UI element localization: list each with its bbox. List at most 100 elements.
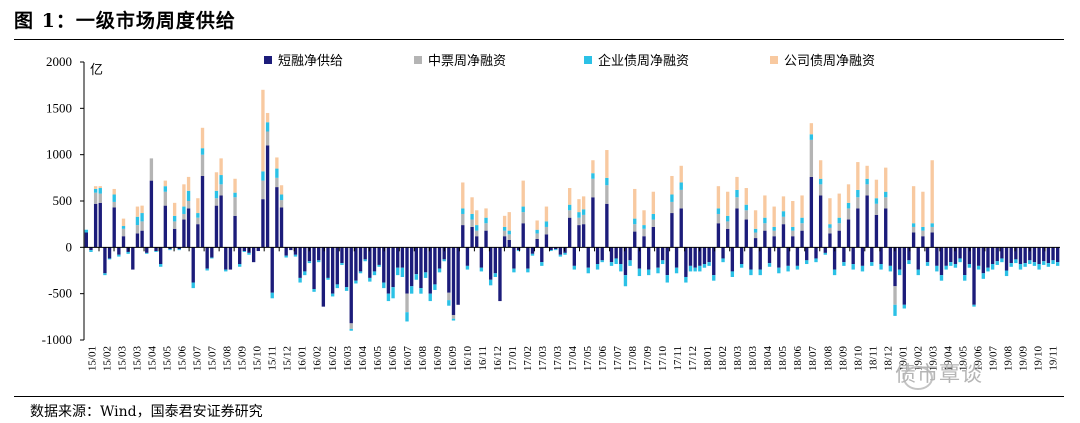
bar-short	[433, 247, 437, 285]
bar-short	[572, 247, 576, 266]
bar-corp	[1056, 262, 1060, 266]
bar-corp	[581, 209, 586, 215]
x-tick-label: 15/12	[282, 346, 294, 371]
bar-corp	[368, 277, 372, 282]
bar-corp	[1009, 263, 1013, 267]
bar-short	[89, 247, 93, 251]
bar-company	[163, 180, 168, 187]
bar-short	[326, 247, 330, 278]
bar-medium	[149, 158, 154, 181]
bar-company	[763, 195, 767, 218]
x-tick-label: 15/04	[147, 346, 159, 372]
bar-corp	[730, 271, 735, 277]
bar-company	[121, 218, 126, 227]
bar-corp	[409, 286, 414, 294]
bar-medium	[349, 323, 353, 329]
bar-short	[414, 247, 418, 275]
x-tick-label: 17/12	[687, 346, 699, 371]
bar-short	[84, 232, 88, 248]
bar-short	[93, 203, 98, 248]
bar-short	[767, 247, 772, 264]
x-tick-label: 15/02	[102, 346, 114, 371]
bar-company	[577, 199, 581, 213]
bar-corp	[516, 250, 521, 252]
bar-short	[563, 247, 567, 253]
bar-short	[298, 247, 302, 278]
bar-short	[591, 197, 595, 248]
bar-short	[507, 239, 511, 248]
bar-corp	[382, 282, 386, 289]
bar-company	[279, 185, 284, 195]
y-tick-label: -1000	[42, 332, 72, 347]
bar-short	[1056, 247, 1060, 263]
bar-corp	[159, 264, 163, 267]
x-tick-label: 18/02	[717, 346, 729, 371]
bar-corp	[554, 249, 558, 251]
x-tick-label: 18/04	[762, 346, 774, 372]
bar-short	[865, 195, 869, 248]
bar-short	[214, 205, 219, 248]
bar-corp	[135, 216, 140, 226]
bar-short	[168, 247, 172, 250]
bar-short	[777, 247, 781, 268]
x-tick-label: 18/12	[882, 346, 894, 371]
bar-short	[823, 247, 827, 253]
bar-company	[112, 188, 116, 195]
bar-short	[442, 247, 446, 260]
figure-title: 图 1：一级市场周度供给	[14, 10, 236, 32]
bar-corp	[679, 182, 683, 190]
bar-corp	[595, 264, 600, 270]
x-tick-label: 19/11	[1047, 346, 1059, 371]
bar-corp	[93, 188, 98, 193]
bar-corp	[238, 264, 242, 267]
bar-short	[554, 247, 558, 250]
bar-short	[586, 247, 590, 268]
bar-corp	[549, 250, 553, 252]
bar-corp	[303, 271, 307, 276]
bar-short	[103, 247, 107, 274]
bar-corp	[837, 217, 841, 224]
bar-short	[753, 238, 758, 248]
bar-corp	[1023, 263, 1027, 267]
bar-corp	[507, 230, 511, 235]
bar-corp	[172, 215, 177, 222]
bar-short	[493, 247, 497, 274]
bar-short	[121, 236, 126, 248]
bar-medium	[605, 185, 609, 204]
bar-corp	[224, 269, 228, 272]
x-tick-label: 15/07	[207, 346, 219, 372]
bar-corp	[823, 252, 827, 255]
x-tick-label: 17/11	[672, 346, 684, 371]
bar-corp	[196, 213, 200, 218]
bar-short	[261, 199, 265, 248]
bar-company	[475, 210, 479, 226]
bar-short	[382, 247, 386, 283]
bar-corp	[637, 268, 642, 277]
bar-corp	[628, 260, 632, 266]
bar-company	[502, 215, 507, 227]
bar-short	[1037, 247, 1041, 265]
bar-short	[1009, 247, 1013, 264]
bar-short	[428, 247, 432, 294]
bar-short	[447, 247, 451, 293]
bar-company	[568, 188, 572, 205]
bar-short	[939, 247, 944, 276]
bar-company	[535, 220, 539, 230]
bar-short	[791, 236, 795, 248]
bar-company	[791, 201, 795, 227]
bar-short	[1000, 247, 1004, 259]
bar-medium	[818, 184, 823, 196]
bar-company	[735, 176, 739, 190]
bar-company	[261, 89, 265, 172]
bar-corp	[660, 260, 665, 265]
bar-company	[196, 198, 200, 214]
bar-short	[107, 247, 112, 259]
bar-short	[163, 205, 168, 248]
bar-company	[753, 210, 758, 229]
bar-medium	[856, 197, 860, 209]
bar-corp	[698, 265, 702, 272]
bar-short	[279, 207, 284, 248]
bar-corp	[795, 265, 800, 270]
bar-medium	[772, 230, 776, 237]
bar-corp	[317, 260, 321, 263]
